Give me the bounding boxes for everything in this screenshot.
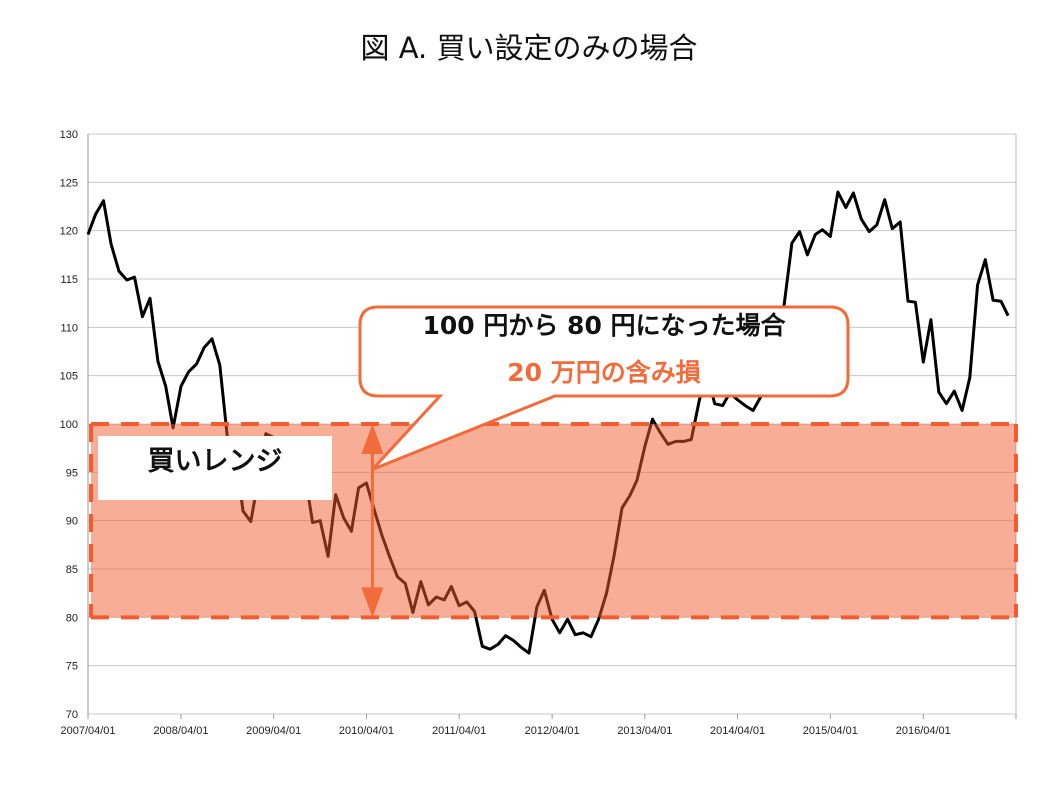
x-tick-label: 2013/04/01 bbox=[617, 725, 672, 737]
y-tick-label: 80 bbox=[66, 612, 78, 624]
y-tick-label: 115 bbox=[60, 274, 78, 286]
x-tick-label: 2011/04/01 bbox=[432, 725, 486, 737]
arrow-head-down bbox=[361, 587, 384, 618]
callout-line-2: 20 万円の含み損 bbox=[507, 358, 701, 387]
y-tick-label: 100 bbox=[60, 419, 78, 431]
x-tick-label: 2016/04/01 bbox=[896, 725, 951, 737]
y-tick-label: 130 bbox=[60, 129, 78, 141]
y-tick-label: 95 bbox=[66, 467, 78, 479]
x-tick-label: 2012/04/01 bbox=[525, 725, 580, 737]
x-tick-label: 2010/04/01 bbox=[339, 725, 394, 737]
y-tick-label: 85 bbox=[66, 564, 78, 576]
y-tick-label: 70 bbox=[66, 709, 78, 721]
x-tick-label: 2007/04/01 bbox=[60, 725, 115, 737]
y-tick-label: 110 bbox=[60, 322, 78, 334]
y-axis: 70 75 80 85 90 95 100 105 110 115 120 125 130 bbox=[60, 129, 78, 721]
y-tick-label: 75 bbox=[66, 661, 78, 673]
chart-title: 図 A. 買い設定のみの場合 bbox=[361, 31, 698, 65]
x-tick-label: 2008/04/01 bbox=[153, 725, 208, 737]
buy-range-label-box bbox=[98, 436, 332, 500]
y-tick-label: 120 bbox=[60, 226, 78, 238]
x-tick-label: 2014/04/01 bbox=[710, 725, 765, 737]
x-tick-label: 2009/04/01 bbox=[246, 725, 301, 737]
x-tick-label: 2015/04/01 bbox=[803, 725, 858, 737]
buy-range-label: 買いレンジ bbox=[148, 446, 283, 477]
x-axis: 2007/04/01 2008/04/01 2009/04/01 2010/04/01… bbox=[60, 714, 1017, 737]
callout-bubble bbox=[358, 305, 850, 471]
y-tick-label: 90 bbox=[66, 516, 78, 528]
callout-line-1: 100 円から 80 円になった場合 bbox=[422, 311, 786, 340]
arrow-head-up bbox=[361, 424, 384, 454]
y-tick-label: 105 bbox=[60, 371, 78, 383]
y-tick-label: 125 bbox=[60, 177, 78, 189]
